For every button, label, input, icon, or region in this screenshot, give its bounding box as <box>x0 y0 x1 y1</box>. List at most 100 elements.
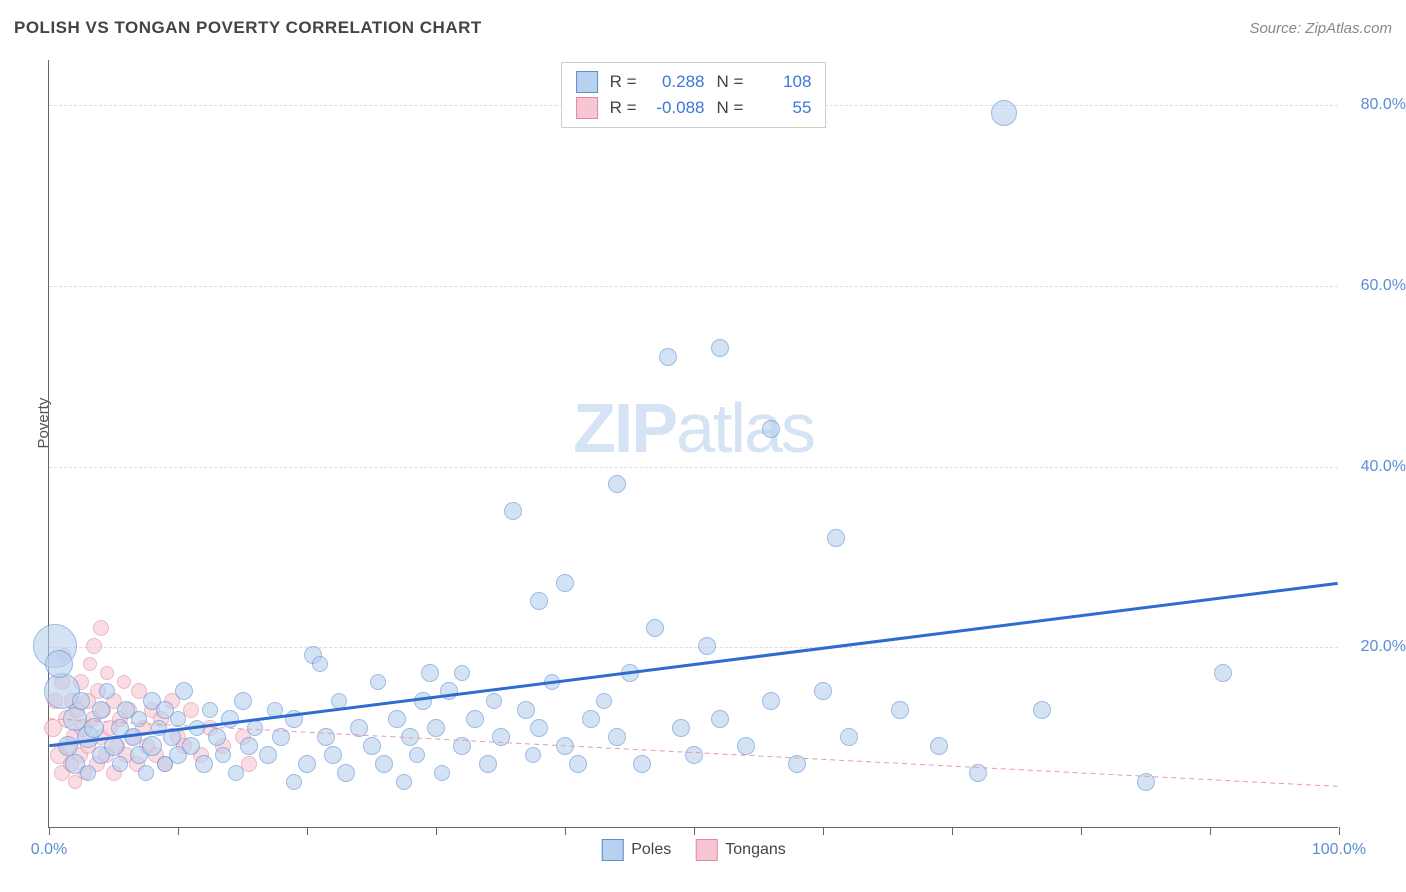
x-tick <box>307 827 308 835</box>
data-point-poles <box>434 765 450 781</box>
data-point-poles <box>621 664 639 682</box>
data-point-poles <box>659 348 677 366</box>
x-tick <box>178 827 179 835</box>
data-point-poles <box>608 475 626 493</box>
data-point-poles <box>711 710 729 728</box>
data-point-tongans <box>83 657 97 671</box>
data-point-poles <box>421 664 439 682</box>
data-point-tongans <box>100 666 114 680</box>
data-point-poles <box>711 339 729 357</box>
data-point-poles <box>286 774 302 790</box>
data-point-poles <box>569 755 587 773</box>
data-point-poles <box>80 765 96 781</box>
x-tick <box>565 827 566 835</box>
swatch-poles <box>576 71 598 93</box>
legend-row-tongans: R = -0.088 N = 55 <box>576 95 812 121</box>
data-point-poles <box>530 719 548 737</box>
data-point-poles <box>259 746 277 764</box>
data-point-poles <box>401 728 419 746</box>
swatch-tongans <box>576 97 598 119</box>
data-point-poles <box>142 736 162 756</box>
data-point-poles <box>182 737 200 755</box>
r-label: R = <box>610 72 637 92</box>
data-point-poles <box>582 710 600 728</box>
data-point-poles <box>556 574 574 592</box>
data-point-poles <box>170 711 186 727</box>
data-point-poles <box>698 637 716 655</box>
x-tick-label: 100.0% <box>1312 841 1366 859</box>
n-value-tongans: 55 <box>755 98 811 118</box>
swatch-poles-icon <box>601 839 623 861</box>
r-value-tongans: -0.088 <box>649 98 705 118</box>
grid-line <box>49 647 1338 648</box>
legend-label-tongans: Tongans <box>725 841 786 859</box>
data-point-poles <box>762 692 780 710</box>
data-point-poles <box>298 755 316 773</box>
data-point-poles <box>840 728 858 746</box>
data-point-poles <box>396 774 412 790</box>
data-point-poles <box>112 756 128 772</box>
r-value-poles: 0.288 <box>649 72 705 92</box>
x-tick <box>1081 827 1082 835</box>
data-point-poles <box>1033 701 1051 719</box>
data-point-poles <box>556 737 574 755</box>
y-tick-label: 40.0% <box>1361 458 1406 476</box>
data-point-poles <box>312 656 328 672</box>
data-point-poles <box>104 736 124 756</box>
x-tick <box>694 827 695 835</box>
y-tick-label: 60.0% <box>1361 277 1406 295</box>
data-point-poles <box>388 710 406 728</box>
data-point-poles <box>492 728 510 746</box>
data-point-poles <box>215 747 231 763</box>
data-point-poles <box>131 711 147 727</box>
data-point-poles <box>267 702 283 718</box>
data-point-poles <box>272 728 290 746</box>
data-point-poles <box>466 710 484 728</box>
source-attribution: Source: ZipAtlas.com <box>1249 20 1392 37</box>
data-point-poles <box>504 502 522 520</box>
data-point-poles <box>370 674 386 690</box>
x-tick-label: 0.0% <box>31 841 67 859</box>
n-label: N = <box>717 98 744 118</box>
data-point-poles <box>814 682 832 700</box>
y-tick-label: 20.0% <box>1361 638 1406 656</box>
data-point-poles <box>234 692 252 710</box>
data-point-poles <box>247 720 263 736</box>
data-point-poles <box>788 755 806 773</box>
trend-line-poles <box>49 583 1337 745</box>
trend-lines <box>49 60 1338 827</box>
data-point-poles <box>285 710 303 728</box>
data-point-poles <box>58 736 78 756</box>
data-point-poles <box>45 650 73 678</box>
data-point-poles <box>99 683 115 699</box>
n-label: N = <box>717 72 744 92</box>
data-point-poles <box>486 693 502 709</box>
r-label: R = <box>610 98 637 118</box>
data-point-poles <box>72 692 90 710</box>
data-point-poles <box>969 764 987 782</box>
x-tick <box>49 827 50 835</box>
data-point-poles <box>175 682 193 700</box>
data-point-poles <box>208 728 226 746</box>
data-point-poles <box>544 674 560 690</box>
data-point-poles <box>324 746 342 764</box>
data-point-poles <box>440 682 458 700</box>
data-point-poles <box>525 747 541 763</box>
data-point-poles <box>454 665 470 681</box>
data-point-poles <box>891 701 909 719</box>
x-tick <box>1210 827 1211 835</box>
data-point-poles <box>195 755 213 773</box>
data-point-poles <box>202 702 218 718</box>
data-point-poles <box>827 529 845 547</box>
data-point-poles <box>240 737 258 755</box>
data-point-poles <box>337 764 355 782</box>
data-point-poles <box>1214 664 1232 682</box>
data-point-poles <box>92 701 110 719</box>
data-point-poles <box>375 755 393 773</box>
x-tick <box>823 827 824 835</box>
data-point-poles <box>331 693 347 709</box>
chart-title: POLISH VS TONGAN POVERTY CORRELATION CHA… <box>14 18 482 38</box>
data-point-poles <box>163 728 181 746</box>
data-point-poles <box>453 737 471 755</box>
data-point-poles <box>409 747 425 763</box>
